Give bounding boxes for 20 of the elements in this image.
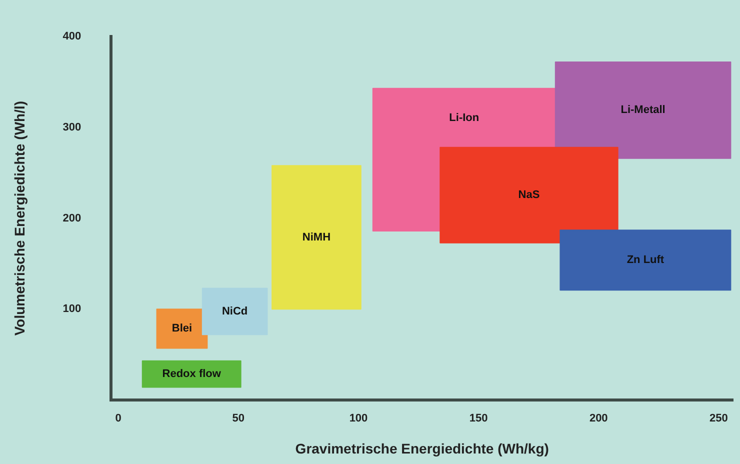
y-tick-label: 100 [62,303,82,316]
series-label: NiCd [222,305,248,318]
y-axis-title: Volumetrische Energiedichte (Wh/l) [11,100,28,336]
series-label: Blei [172,322,192,335]
series-label: NiMH [302,231,331,244]
x-tick-label: 100 [349,412,368,425]
series-label: Li-Ion [449,112,480,124]
y-tick-label: 300 [62,121,82,134]
series-label: Zn Luft [626,254,664,266]
series-label: NaS [518,189,540,202]
y-tick-label: 400 [62,30,82,43]
x-tick-label: 50 [232,412,245,425]
x-tick-label: 250 [710,412,728,425]
series-label: Li-Metall [620,104,666,116]
x-tick-label: 0 [115,412,122,425]
x-axis-title: Gravimetrische Energiedichte (Wh/kg) [295,440,549,456]
series-label: Redox flow [162,368,222,380]
x-tick-label: 150 [469,412,488,425]
x-tick-label: 200 [589,412,608,425]
y-tick-label: 200 [62,212,82,224]
